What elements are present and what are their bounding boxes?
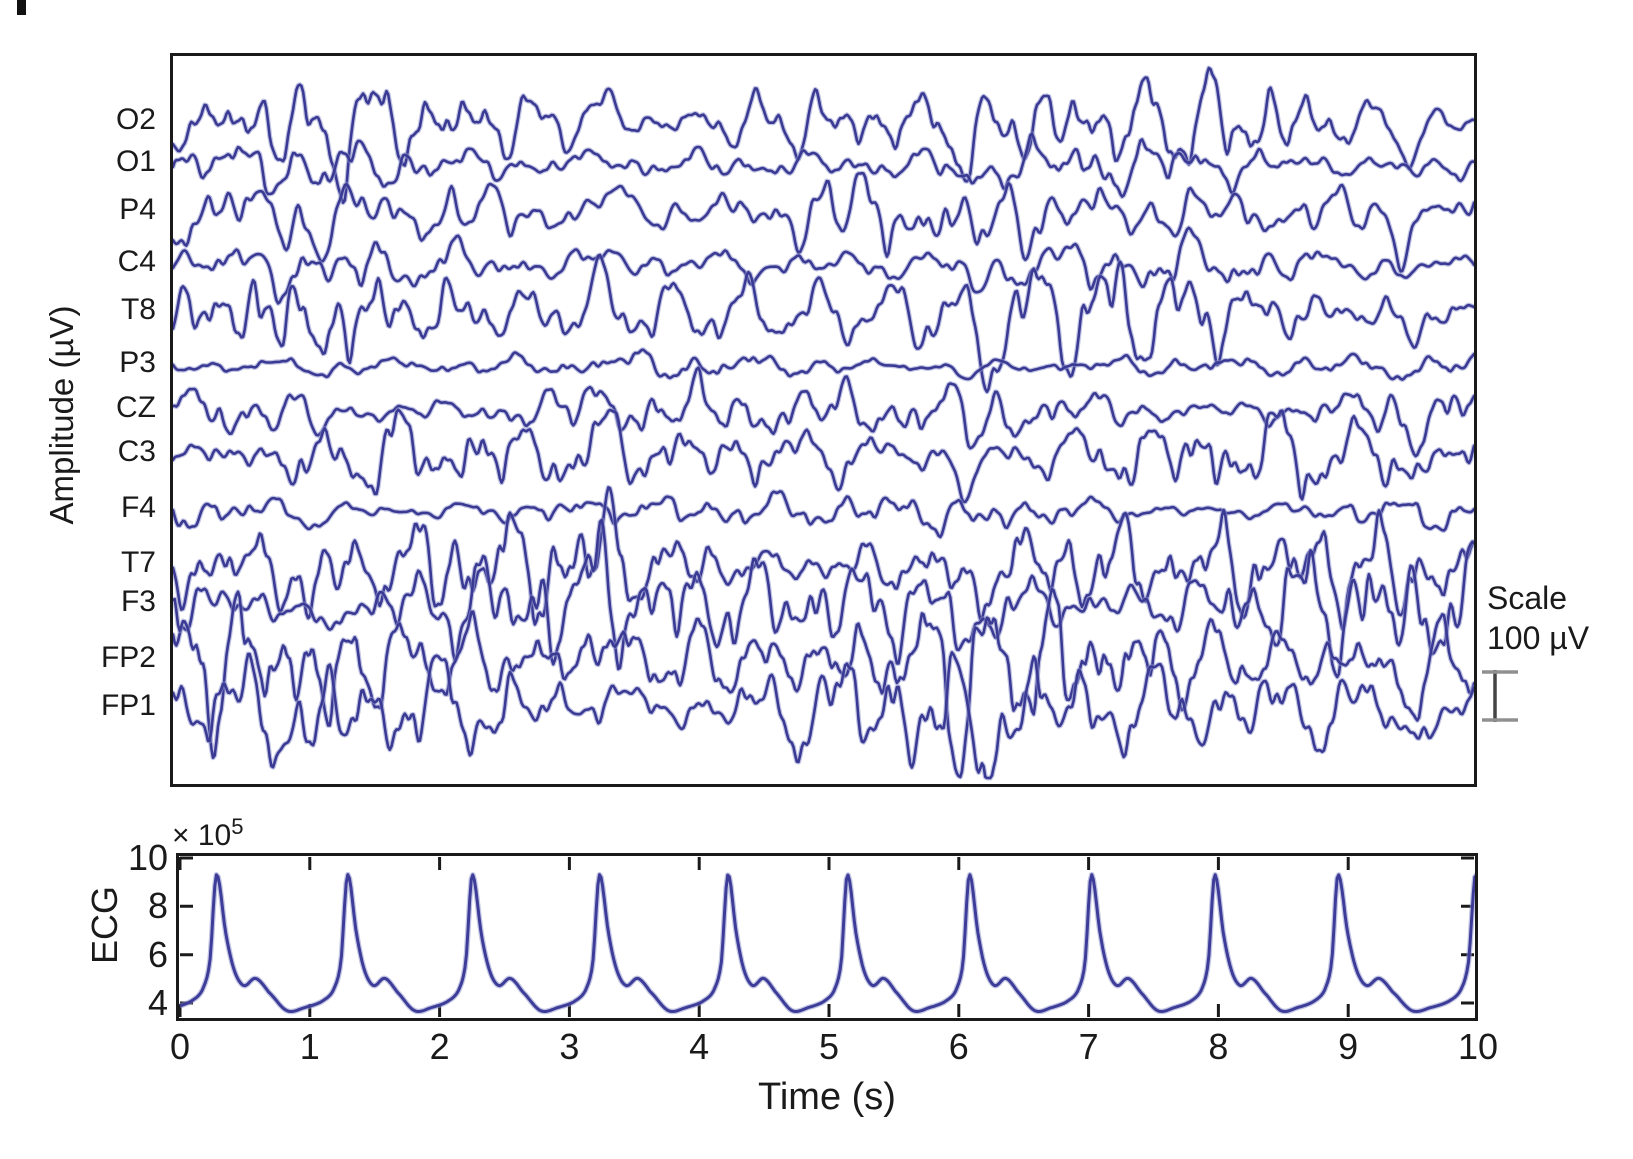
ecg-x-tick-label-7: 7 [1078, 1026, 1099, 1067]
ecg-trace [179, 873, 1475, 1013]
ecg-y-axis-multiplier-exponent: 5 [231, 814, 244, 839]
ecg-y-tick-label-4: 4 [147, 982, 168, 1024]
page-corner-mark [17, 0, 26, 15]
eeg-trace-t7 [173, 486, 1474, 631]
ecg-y-tick-label-10: 10 [127, 837, 168, 878]
eeg-trace-halo-o2 [173, 65, 1474, 206]
channel-label-fp1: FP1 [100, 689, 156, 722]
ecg-trace-plot [176, 853, 1478, 1021]
eeg-trace-c3 [173, 408, 1474, 504]
ecg-x-tick-label-6: 6 [948, 1026, 969, 1067]
eeg-trace-c4 [173, 226, 1474, 305]
ecg-y-tick-label-6: 6 [147, 933, 168, 975]
ecg-x-tick-label-2: 2 [429, 1026, 450, 1067]
eeg-traces-plot [170, 53, 1477, 787]
eeg-trace-fp1 [173, 651, 1474, 780]
ecg-x-tick-label-0: 0 [169, 1026, 191, 1067]
ecg-x-axis-label: Time (s) [758, 1076, 896, 1118]
ecg-trace-halo [179, 871, 1475, 1015]
channel-label-t7: T7 [120, 546, 156, 579]
ecg-x-tick-label-3: 3 [559, 1026, 580, 1067]
eeg-trace-halo-fp1 [173, 649, 1474, 781]
ecg-y-axis-multiplier-base: × 10 [172, 819, 232, 852]
scale-annotation-line2: 100 µV [1487, 620, 1590, 656]
ecg-x-tick-label-8: 8 [1208, 1026, 1229, 1067]
eeg-trace-o1 [173, 132, 1474, 198]
eeg-trace-o2 [173, 66, 1474, 204]
eeg-trace-f3 [173, 518, 1474, 679]
channel-label-p4: P4 [119, 193, 156, 226]
eeg-trace-halo-p3 [173, 347, 1474, 383]
scale-bar [1482, 670, 1518, 722]
scale-annotation: Scale 100 µV [1487, 578, 1589, 658]
ecg-y-axis-multiplier: × 105 [172, 814, 243, 853]
eeg-trace-fp2 [173, 587, 1474, 779]
ecg-x-tick-label-1: 1 [299, 1026, 320, 1067]
scale-annotation-line1: Scale [1487, 580, 1568, 616]
channel-label-fp2: FP2 [100, 641, 156, 674]
eeg-trace-f4 [173, 490, 1474, 539]
channel-label-p3: P3 [119, 346, 156, 379]
channel-label-o1: O1 [115, 145, 156, 178]
channel-label-o2: O2 [115, 103, 156, 136]
eeg-trace-p3 [173, 348, 1474, 381]
ecg-axis-ticks [179, 856, 1474, 1017]
ecg-y-tick-label-8: 8 [147, 885, 168, 927]
ecg-x-tick-label-9: 9 [1338, 1026, 1359, 1067]
ecg-x-tick-label-4: 4 [689, 1026, 710, 1067]
channel-label-f4: F4 [120, 491, 156, 524]
channel-label-c3: C3 [117, 435, 156, 468]
channel-label-f3: F3 [120, 585, 156, 618]
channel-label-cz: CZ [116, 391, 156, 424]
eeg-trace-t8 [173, 253, 1474, 394]
channel-label-c4: C4 [117, 245, 156, 278]
ecg-x-tick-label-5: 5 [818, 1026, 840, 1067]
eeg-trace-p4 [173, 171, 1474, 273]
ecg-x-tick-label-10: 10 [1457, 1026, 1499, 1067]
channel-label-t8: T8 [120, 293, 156, 326]
eeg-trace-cz [173, 366, 1474, 458]
